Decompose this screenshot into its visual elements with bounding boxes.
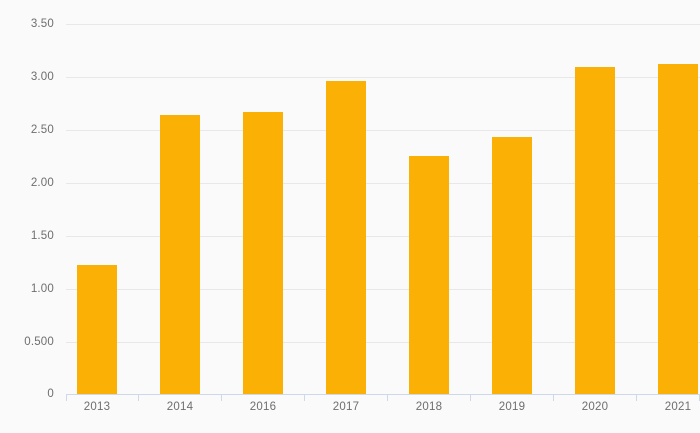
gridline-3-00 — [66, 77, 700, 78]
x-axis-ticks — [66, 394, 700, 401]
y-tick-label-2-00: 2.00 — [30, 177, 54, 189]
x-axis-line — [66, 394, 700, 395]
x-tick-label-2016: 2016 — [249, 401, 277, 413]
x-tick-label-2013: 2013 — [83, 401, 111, 413]
x-tick-label-2014: 2014 — [166, 401, 194, 413]
x-tick-label-2021: 2021 — [664, 401, 692, 413]
x-tick-label-2018: 2018 — [415, 401, 443, 413]
bar-2018[interactable] — [409, 156, 449, 394]
x-tick-7 — [636, 394, 637, 401]
gridline-0-500 — [66, 342, 700, 343]
y-tick-label-2-50: 2.50 — [30, 124, 54, 136]
y-tick-label-3-00: 3.00 — [30, 71, 54, 83]
x-tick-5 — [470, 394, 471, 401]
x-axis: 2013 2014 2016 2017 2018 2019 2020 2021 — [66, 401, 700, 425]
x-tick-1 — [138, 394, 139, 401]
y-tick-label-0-500: 0.500 — [24, 336, 54, 348]
bar-2019[interactable] — [492, 137, 532, 394]
x-tick-label-2019: 2019 — [498, 401, 526, 413]
bar-2021[interactable] — [658, 64, 698, 394]
y-tick-label-3-50: 3.50 — [30, 18, 54, 30]
x-tick-label-2017: 2017 — [332, 401, 360, 413]
bar-2020[interactable] — [575, 67, 615, 394]
gridline-1-50 — [66, 236, 700, 237]
y-axis: 3.50 3.00 2.50 2.00 1.50 1.00 0.500 0 — [0, 0, 66, 433]
gridline-3-50 — [66, 24, 700, 25]
gridline-2-00 — [66, 183, 700, 184]
y-tick-label-1-00: 1.00 — [30, 283, 54, 295]
gridline-1-00 — [66, 289, 700, 290]
gridline-2-50 — [66, 130, 700, 131]
bars-layer — [66, 0, 700, 394]
bar-2017[interactable] — [326, 81, 366, 394]
x-tick-2 — [221, 394, 222, 401]
y-tick-label-0: 0 — [47, 388, 54, 400]
y-tick-label-1-50: 1.50 — [30, 230, 54, 242]
x-tick-3 — [304, 394, 305, 401]
bar-2016[interactable] — [243, 111, 283, 394]
bar-2013[interactable] — [77, 265, 117, 394]
x-tick-0 — [66, 394, 67, 401]
x-tick-4 — [387, 394, 388, 401]
bar-2014[interactable] — [160, 114, 200, 394]
x-tick-label-2020: 2020 — [581, 401, 609, 413]
x-tick-6 — [553, 394, 554, 401]
